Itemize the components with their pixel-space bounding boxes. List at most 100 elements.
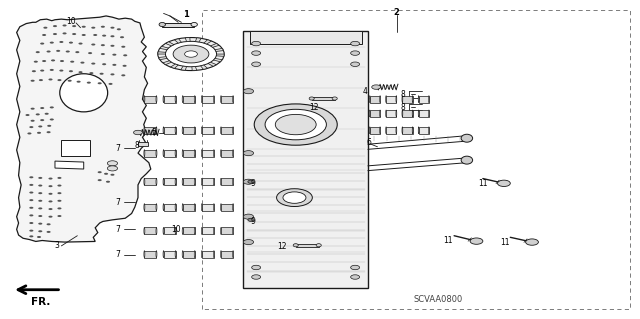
Circle shape xyxy=(111,35,115,37)
Text: SCVAA0800: SCVAA0800 xyxy=(413,295,463,304)
Ellipse shape xyxy=(386,110,387,117)
Circle shape xyxy=(40,119,44,121)
Ellipse shape xyxy=(380,127,381,134)
Ellipse shape xyxy=(159,22,166,26)
Circle shape xyxy=(102,63,106,65)
Ellipse shape xyxy=(144,227,145,234)
Polygon shape xyxy=(192,67,196,70)
Ellipse shape xyxy=(428,110,429,117)
Polygon shape xyxy=(185,38,190,41)
Text: 9: 9 xyxy=(250,179,255,188)
Polygon shape xyxy=(55,161,84,169)
Ellipse shape xyxy=(144,127,145,134)
Ellipse shape xyxy=(461,156,472,164)
Bar xyxy=(145,251,156,258)
Bar xyxy=(243,31,368,288)
Circle shape xyxy=(38,207,42,210)
Circle shape xyxy=(276,189,312,206)
Text: FR.: FR. xyxy=(31,297,50,307)
Ellipse shape xyxy=(163,204,164,211)
Ellipse shape xyxy=(232,150,234,157)
Circle shape xyxy=(69,41,73,44)
Circle shape xyxy=(93,34,97,36)
Text: 8: 8 xyxy=(134,141,139,150)
Bar xyxy=(386,127,396,134)
Text: 3: 3 xyxy=(54,241,60,250)
Circle shape xyxy=(243,214,253,219)
Circle shape xyxy=(53,33,57,35)
Ellipse shape xyxy=(232,227,234,234)
Ellipse shape xyxy=(144,204,145,211)
Circle shape xyxy=(106,181,110,183)
Text: 12: 12 xyxy=(309,103,318,112)
Circle shape xyxy=(50,107,54,108)
Ellipse shape xyxy=(293,244,298,247)
Circle shape xyxy=(29,222,33,224)
Bar xyxy=(419,127,429,134)
Circle shape xyxy=(63,33,67,34)
Ellipse shape xyxy=(182,251,183,258)
Ellipse shape xyxy=(163,150,164,157)
Bar xyxy=(202,227,214,234)
Ellipse shape xyxy=(418,110,419,117)
Circle shape xyxy=(47,223,51,225)
Ellipse shape xyxy=(220,227,221,234)
Ellipse shape xyxy=(232,96,234,103)
Circle shape xyxy=(50,41,54,44)
Ellipse shape xyxy=(182,227,183,234)
Polygon shape xyxy=(200,65,207,69)
Bar xyxy=(250,31,362,44)
Circle shape xyxy=(31,120,35,122)
Ellipse shape xyxy=(412,127,413,134)
Circle shape xyxy=(49,208,52,210)
Circle shape xyxy=(81,62,84,64)
Ellipse shape xyxy=(156,178,157,185)
Circle shape xyxy=(252,275,260,279)
Circle shape xyxy=(29,235,33,237)
Bar xyxy=(145,150,156,157)
Circle shape xyxy=(497,180,510,187)
Text: 7: 7 xyxy=(115,198,120,207)
Bar xyxy=(221,96,233,103)
Circle shape xyxy=(38,125,42,128)
Circle shape xyxy=(82,26,86,28)
Ellipse shape xyxy=(213,96,214,103)
Ellipse shape xyxy=(194,150,195,157)
Ellipse shape xyxy=(156,227,157,234)
Circle shape xyxy=(111,73,115,75)
Ellipse shape xyxy=(182,150,183,157)
Circle shape xyxy=(47,231,51,233)
Bar xyxy=(182,150,195,157)
Circle shape xyxy=(38,230,42,232)
Ellipse shape xyxy=(213,204,214,211)
Circle shape xyxy=(252,41,260,46)
Text: 7: 7 xyxy=(115,144,120,153)
Polygon shape xyxy=(174,39,181,43)
Bar xyxy=(202,96,214,103)
Circle shape xyxy=(111,45,115,47)
Bar xyxy=(145,96,156,103)
Bar xyxy=(164,204,175,211)
Circle shape xyxy=(44,27,47,29)
Circle shape xyxy=(243,151,253,156)
Ellipse shape xyxy=(175,178,176,185)
Bar xyxy=(182,227,195,234)
Circle shape xyxy=(248,218,254,221)
Circle shape xyxy=(42,60,46,62)
Ellipse shape xyxy=(175,150,176,157)
Polygon shape xyxy=(160,46,168,50)
Circle shape xyxy=(243,89,253,94)
Circle shape xyxy=(248,180,254,183)
Circle shape xyxy=(38,192,42,194)
Circle shape xyxy=(351,275,360,279)
Bar xyxy=(202,204,214,211)
Circle shape xyxy=(31,80,35,82)
Circle shape xyxy=(63,25,67,26)
Ellipse shape xyxy=(418,127,419,134)
Circle shape xyxy=(49,78,52,80)
Circle shape xyxy=(58,184,61,187)
Ellipse shape xyxy=(182,178,183,185)
Ellipse shape xyxy=(194,227,195,234)
Ellipse shape xyxy=(369,127,371,134)
Polygon shape xyxy=(195,38,201,42)
